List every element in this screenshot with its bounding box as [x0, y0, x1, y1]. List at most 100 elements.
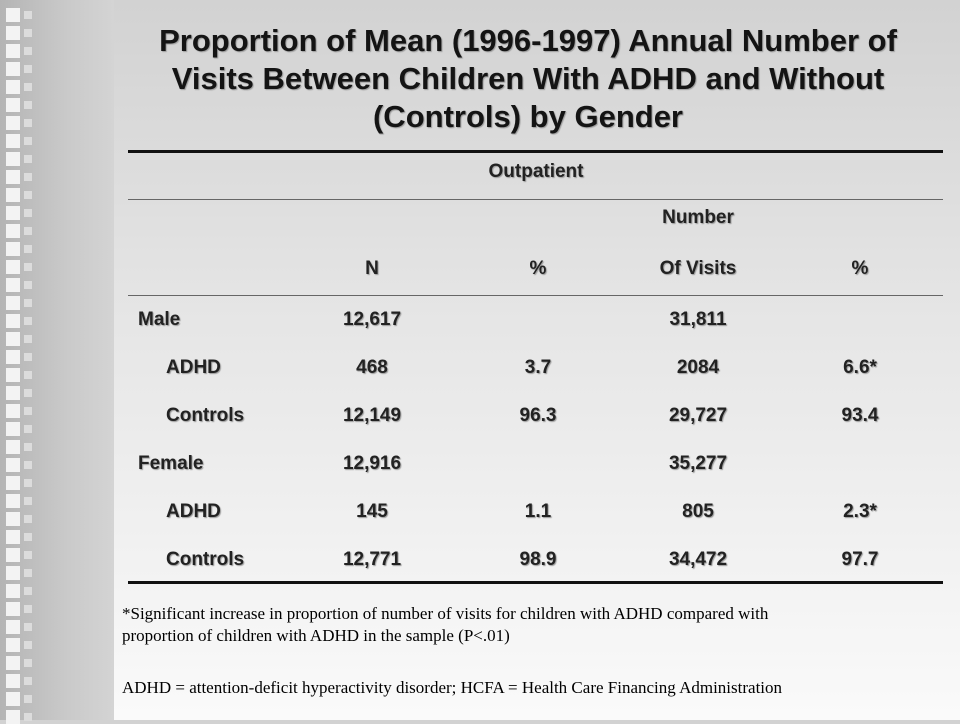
cell-n: 12,916 [342, 453, 402, 474]
decor-square [6, 206, 20, 220]
decor-square [6, 710, 20, 724]
decor-square-small [24, 461, 32, 469]
decor-square [6, 386, 20, 400]
decor-square-small [24, 569, 32, 577]
decor-square [6, 350, 20, 364]
decor-square-small [24, 263, 32, 271]
decor-square-small [24, 317, 32, 325]
decor-square [6, 602, 20, 616]
decor-square [6, 494, 20, 508]
decor-square [6, 674, 20, 688]
cell-n: 468 [356, 357, 388, 378]
decor-square-small [24, 623, 32, 631]
decor-square-small [24, 605, 32, 613]
row-label: ADHD [166, 357, 221, 378]
table-bottom-rule [128, 581, 943, 584]
decor-square [6, 692, 20, 706]
cell-visits: 35,277 [668, 453, 728, 474]
decorative-side-strip [0, 0, 114, 724]
row-label: Female [138, 453, 204, 474]
cell-visits: 805 [682, 501, 714, 522]
cell-pct: 3.7 [524, 357, 552, 378]
decor-square-small [24, 695, 32, 703]
decor-square-small [24, 587, 32, 595]
decor-square [6, 188, 20, 202]
cell-visits: 2084 [676, 357, 720, 378]
decor-square [6, 530, 20, 544]
decor-square-small [24, 371, 32, 379]
decor-square-small [24, 101, 32, 109]
decor-square [6, 134, 20, 148]
decor-square-small [24, 659, 32, 667]
decor-square-small [24, 227, 32, 235]
slide-title: Proportion of Mean (1996-1997) Annual Nu… [159, 23, 897, 134]
decor-square-small [24, 551, 32, 559]
header-rule [128, 295, 943, 296]
decor-square-small [24, 173, 32, 181]
decor-square-small [24, 83, 32, 91]
decor-square [6, 296, 20, 310]
decor-square [6, 62, 20, 76]
decor-square [6, 98, 20, 112]
cell-visits-pct: 2.3* [843, 501, 877, 522]
decor-square [6, 584, 20, 598]
decor-square [6, 26, 20, 40]
cell-pct: 98.9 [519, 549, 557, 570]
decor-square [6, 368, 20, 382]
decor-square [6, 512, 20, 526]
significance-footnote-line2: proportion of children with ADHD in the … [122, 626, 510, 645]
table-top-rule [128, 150, 943, 153]
decor-square-small [24, 407, 32, 415]
decor-square-small [24, 209, 32, 217]
decor-square [6, 224, 20, 238]
decor-square-small [24, 335, 32, 343]
cell-visits-pct: 97.7 [841, 549, 879, 570]
decor-square [6, 116, 20, 130]
row-label: Male [138, 309, 181, 330]
cell-visits-pct: 6.6* [843, 357, 877, 378]
cell-visits-pct: 93.4 [841, 405, 879, 426]
cell-n: 12,149 [342, 405, 402, 426]
decor-square [6, 80, 20, 94]
decor-square-small [24, 299, 32, 307]
significance-footnote: *Significant increase in proportion of n… [122, 603, 952, 647]
cell-n: 12,771 [342, 549, 402, 570]
decor-square-small [24, 443, 32, 451]
cell-n: 12,617 [342, 309, 402, 330]
decor-square [6, 404, 20, 418]
decor-square [6, 620, 20, 634]
decor-square [6, 422, 20, 436]
decor-square [6, 566, 20, 580]
col-header-pct: % [529, 258, 547, 279]
decor-square [6, 638, 20, 652]
cell-visits: 29,727 [668, 405, 728, 426]
col-header-visits-line1: Number [662, 207, 734, 228]
decor-square-small [24, 425, 32, 433]
cell-visits: 31,811 [669, 309, 727, 330]
abbreviations-footnote: ADHD = attention-deficit hyperactivity d… [122, 678, 783, 697]
decor-square-small [24, 677, 32, 685]
row-label: Controls [166, 549, 245, 570]
decor-square-small [24, 137, 32, 145]
decor-square [6, 152, 20, 166]
decor-square-small [24, 389, 32, 397]
decor-square [6, 458, 20, 472]
col-header-visits-pct: % [851, 258, 869, 279]
decor-square-small [24, 497, 32, 505]
decor-square [6, 44, 20, 58]
cell-pct: 96.3 [519, 405, 557, 426]
decor-square [6, 314, 20, 328]
decor-square [6, 242, 20, 256]
decor-square [6, 278, 20, 292]
decor-square-small [24, 245, 32, 253]
decor-square-small [24, 479, 32, 487]
decor-square-small [24, 641, 32, 649]
decor-square [6, 260, 20, 274]
decor-square [6, 548, 20, 562]
group-header-rule [128, 199, 943, 200]
outpatient-header: Outpatient [488, 161, 584, 182]
decor-square-small [24, 533, 32, 541]
decor-square-small [24, 119, 32, 127]
cell-n: 145 [356, 501, 388, 522]
decor-square [6, 440, 20, 454]
